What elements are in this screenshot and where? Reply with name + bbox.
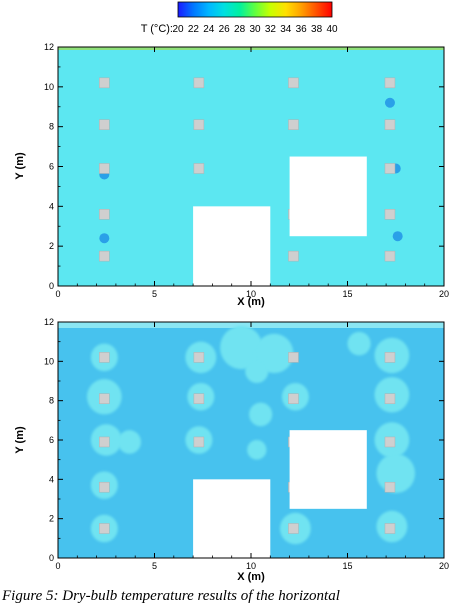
y-axis-label-top: Y (m) — [14, 152, 26, 180]
warm-plume — [347, 331, 371, 356]
cold-spot — [392, 231, 403, 242]
obstacle — [289, 430, 367, 509]
y-tick-label: 2 — [49, 241, 54, 251]
x-tick-label: 5 — [152, 561, 157, 571]
x-tick-label: 10 — [246, 561, 256, 571]
heat-source — [193, 119, 205, 130]
y-tick-label: 10 — [44, 356, 54, 366]
colorbar-tick-label: 32 — [265, 24, 277, 35]
colorbar-tick-label: 38 — [311, 24, 323, 35]
heat-source — [99, 77, 110, 89]
y-tick-label: 0 — [49, 553, 54, 563]
x-tick-label: 0 — [55, 561, 60, 571]
colorbar-tick-label: 24 — [203, 24, 215, 35]
y-tick-label: 8 — [49, 396, 54, 406]
heat-source — [384, 523, 396, 534]
heat-source — [384, 209, 396, 220]
heat-source — [288, 77, 299, 89]
heat-source — [99, 393, 110, 404]
y-axis-label-bottom: Y (m) — [14, 426, 26, 454]
heat-source — [99, 119, 110, 130]
warm-plume — [220, 325, 263, 370]
x-tick-label: 15 — [342, 289, 352, 299]
x-tick-label: 15 — [342, 561, 352, 571]
heat-source — [288, 250, 299, 262]
cold-spot — [384, 97, 395, 108]
heat-source — [384, 163, 396, 174]
panel-bottom: 0 5 10 15 20 0 2 4 6 8 10 12 X (m) Y (m) — [14, 317, 449, 583]
y-tick-label: 10 — [44, 82, 54, 92]
figure: T (°C): 20 22 24 26 28 30 32 34 36 38 40 0 5 10 15 200… — [14, 1, 449, 583]
y-tick-label: 8 — [49, 122, 54, 132]
heat-source — [384, 352, 396, 363]
x-tick-label: 20 — [439, 561, 449, 571]
heat-source — [99, 436, 110, 448]
y-tick-label: 2 — [49, 514, 54, 524]
heat-source — [384, 481, 396, 493]
colorbar-bar — [177, 1, 333, 18]
heat-source — [193, 393, 205, 404]
heat-source — [99, 209, 110, 220]
warm-plume — [376, 453, 416, 494]
y-tick-label: 12 — [44, 317, 54, 327]
heat-source — [384, 119, 396, 130]
heat-source — [384, 77, 396, 89]
colorbar-tick-label: 26 — [219, 24, 231, 35]
cold-spot — [99, 233, 110, 244]
y-tick-label: 6 — [49, 162, 54, 172]
x-tick-label: 20 — [439, 289, 449, 299]
colorbar-tick-label: 40 — [326, 24, 338, 35]
heat-source — [288, 352, 299, 363]
y-tick-label: 0 — [49, 281, 54, 291]
warm-plume — [245, 359, 269, 383]
colorbar-title: T (°C): — [141, 23, 173, 35]
y-tick-label: 12 — [44, 42, 54, 52]
heat-source — [384, 250, 396, 262]
colorbar-tick-label: 22 — [188, 24, 200, 35]
warm-plume — [117, 430, 141, 454]
colorbar: T (°C): 20 22 24 26 28 30 32 34 36 38 40 — [141, 1, 338, 35]
obstacle — [289, 156, 367, 237]
heat-source — [99, 523, 110, 534]
obstacle — [193, 206, 271, 286]
colorbar-tick-label: 36 — [296, 24, 308, 35]
heat-source — [99, 163, 110, 174]
heat-source — [99, 250, 110, 262]
heat-source — [193, 77, 205, 89]
heat-source — [288, 523, 299, 534]
colorbar-tick-label: 28 — [234, 24, 246, 35]
figure-caption: Figure 5: Dry-bulb temperature results o… — [2, 588, 340, 604]
panel-top: 0 5 10 15 20 0 2 4 6 8 10 12 X (m) Y (m) — [14, 42, 449, 308]
heat-source — [384, 436, 396, 448]
colorbar-tick-label: 20 — [172, 24, 184, 35]
heat-source — [384, 393, 396, 404]
x-tick-label: 5 — [152, 289, 157, 299]
heat-source — [99, 481, 110, 493]
y-tick-label: 4 — [49, 201, 54, 211]
warm-plume — [249, 402, 273, 427]
x-axis-label-top: X (m) — [237, 296, 265, 308]
heat-source — [99, 352, 110, 363]
heat-source — [193, 436, 205, 448]
y-tick-label: 6 — [49, 435, 54, 445]
heat-source — [193, 163, 205, 174]
heat-source — [288, 393, 299, 404]
warm-plume — [247, 440, 267, 460]
heat-source — [193, 352, 205, 363]
colorbar-tick-label: 34 — [280, 24, 292, 35]
x-tick-label: 0 — [55, 289, 60, 299]
obstacle — [193, 479, 271, 558]
colorbar-ticks: 20 22 24 26 28 30 32 34 36 38 40 — [172, 24, 338, 35]
x-axis-label-bottom: X (m) — [237, 571, 265, 583]
y-tick-label: 4 — [49, 474, 54, 484]
colorbar-tick-label: 30 — [249, 24, 261, 35]
heat-source — [288, 119, 299, 130]
x-tick-label: 10 — [246, 289, 256, 299]
